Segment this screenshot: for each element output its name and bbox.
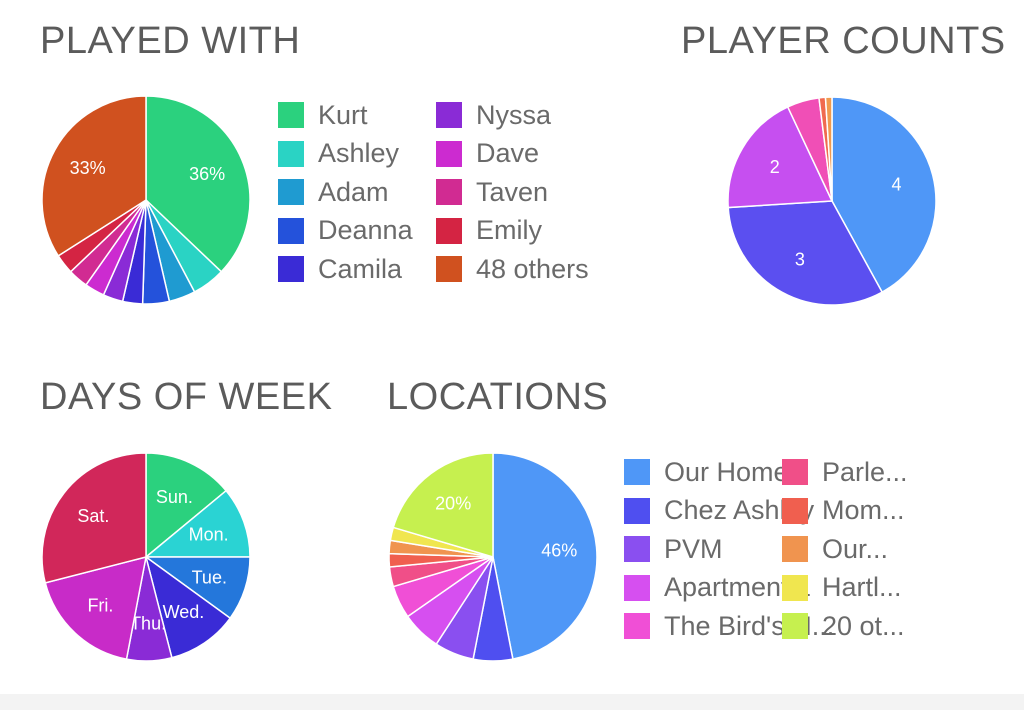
days-of-week-slice-label-thu: Thu. <box>130 614 166 634</box>
locations-legend-label: Hartl... <box>822 572 902 602</box>
played-with-legend: Kurt Ashley Adam Deanna Camila Nyssa Dave Taven… <box>278 98 698 298</box>
played-with-legend-label: Deanna <box>318 215 413 245</box>
player-counts-slice-label-3: 3 <box>795 249 805 269</box>
locations-legend-label: Parle... <box>822 456 908 487</box>
played-with-slice-48-others[interactable] <box>41 95 147 257</box>
played-with-legend-item-48-others[interactable]: 48 others <box>436 252 589 286</box>
played-with-slice-label-kurt: 36% <box>189 164 225 184</box>
locations-title: LOCATIONS <box>387 376 609 418</box>
locations-pie[interactable]: 46% 20% <box>387 451 599 663</box>
locations-legend-swatch <box>624 459 650 485</box>
played-with-legend-label: Kurt <box>318 99 368 130</box>
locations-legend-label: Our Home <box>664 456 789 487</box>
played-with-legend-label: Adam <box>318 176 389 207</box>
played-with-legend-label: Taven <box>476 176 549 207</box>
played-with-legend-item-dave[interactable]: Dave <box>436 137 539 171</box>
locations-legend-item-pvm[interactable]: PVM <box>624 532 723 566</box>
footer-bar <box>0 694 1024 710</box>
locations-legend-swatch <box>624 574 650 601</box>
locations-slice-20-ot[interactable] <box>392 452 494 559</box>
locations-legend-label: PVM <box>664 533 723 564</box>
played-with-legend-item-emily[interactable]: Emily <box>436 214 542 248</box>
played-with-slice-kurt[interactable] <box>145 95 251 273</box>
locations-legend-swatch <box>624 497 650 524</box>
played-with-legend-item-nyssa[interactable]: Nyssa <box>436 98 551 132</box>
locations-legend-label: 20 ot... <box>822 610 905 641</box>
played-with-legend-swatch <box>436 217 462 244</box>
days-of-week-slice-label-sun: Sun. <box>156 487 193 507</box>
played-with-legend-swatch <box>278 256 304 282</box>
player-counts-pie[interactable]: 4 3 2 <box>726 95 938 307</box>
locations-legend: Our Home Chez Ashley PVM Apartment 1 The Bir… <box>624 455 1024 655</box>
locations-legend-label: Mom... <box>822 495 905 525</box>
locations-legend-swatch <box>624 536 650 562</box>
played-with-legend-swatch <box>278 179 304 205</box>
played-with-legend-label: Ashley <box>318 138 400 168</box>
locations-slice-label-our-home: 46% <box>541 541 577 561</box>
days-of-week-slice-label-sat: Sat. <box>77 506 109 526</box>
played-with-legend-item-camila[interactable]: Camila <box>278 252 402 286</box>
locations-legend-item-our[interactable]: Our... <box>782 532 888 566</box>
locations-legend-swatch <box>782 536 808 562</box>
days-of-week-slice-label-wed: Wed. <box>163 602 205 622</box>
days-of-week-slice-label-fri: Fri. <box>87 596 113 616</box>
played-with-legend-label: Emily <box>476 215 542 245</box>
played-with-legend-swatch <box>436 102 462 128</box>
locations-legend-swatch <box>624 613 650 639</box>
played-with-legend-label: Camila <box>318 253 403 284</box>
locations-slice-our-home[interactable] <box>492 452 598 660</box>
days-of-week-slice-label-tue: Tue. <box>192 568 227 588</box>
days-of-week-slice-mon[interactable] <box>143 489 251 558</box>
played-with-legend-swatch <box>278 102 304 128</box>
played-with-slice-label-48-others: 33% <box>70 158 106 178</box>
played-with-pie[interactable]: 36% 33% <box>40 94 252 306</box>
days-of-week-slice-fri[interactable] <box>44 555 147 661</box>
days-of-week-slice-sat[interactable] <box>41 452 147 584</box>
played-with-legend-swatch <box>436 179 462 205</box>
locations-slice-label-20-ot: 20% <box>435 494 471 514</box>
played-with-legend-swatch <box>278 217 304 244</box>
locations-legend-item-our-home[interactable]: Our Home <box>624 455 789 489</box>
locations-legend-swatch <box>782 459 808 485</box>
locations-legend-swatch <box>782 497 808 524</box>
player-counts-slice-label-2: 2 <box>770 157 780 177</box>
days-of-week-slice-sun[interactable] <box>145 452 228 559</box>
days-of-week-title: DAYS OF WEEK <box>40 376 333 418</box>
player-counts-slice-3[interactable] <box>727 200 884 306</box>
played-with-title: PLAYED WITH <box>40 20 301 62</box>
player-counts-slice-4[interactable] <box>831 96 937 294</box>
played-with-legend-swatch <box>436 140 462 167</box>
locations-legend-item-hartl[interactable]: Hartl... <box>782 571 902 605</box>
player-counts-title: PLAYER COUNTS <box>681 20 1006 62</box>
player-counts-slice-7[interactable] <box>824 96 833 202</box>
played-with-legend-label: Dave <box>476 138 540 168</box>
days-of-week-slice-wed[interactable] <box>144 555 232 659</box>
played-with-legend-item-adam[interactable]: Adam <box>278 175 389 209</box>
locations-legend-swatch <box>782 613 808 639</box>
locations-legend-item-parle[interactable]: Parle... <box>782 455 908 489</box>
locations-legend-item-mom[interactable]: Mom... <box>782 494 905 528</box>
locations-legend-label: Our... <box>822 533 889 564</box>
played-with-legend-swatch <box>436 256 462 282</box>
locations-legend-item-20-ot[interactable]: 20 ot... <box>782 609 905 643</box>
played-with-legend-item-deanna[interactable]: Deanna <box>278 214 413 248</box>
played-with-legend-swatch <box>278 140 304 167</box>
played-with-legend-label: 48 others <box>476 253 589 284</box>
player-counts-slice-label-4: 4 <box>891 174 901 194</box>
player-counts-slice-2[interactable] <box>727 105 834 209</box>
locations-legend-swatch <box>782 574 808 601</box>
played-with-legend-item-ashley[interactable]: Ashley <box>278 137 399 171</box>
days-of-week-pie[interactable]: Sun. Mon. Tue. Wed.Thu. Fri. Sat. <box>40 451 252 663</box>
played-with-legend-item-taven[interactable]: Taven <box>436 175 548 209</box>
played-with-legend-item-kurt[interactable]: Kurt <box>278 98 368 132</box>
played-with-legend-label: Nyssa <box>476 99 552 130</box>
days-of-week-slice-label-mon: Mon. <box>189 524 229 544</box>
